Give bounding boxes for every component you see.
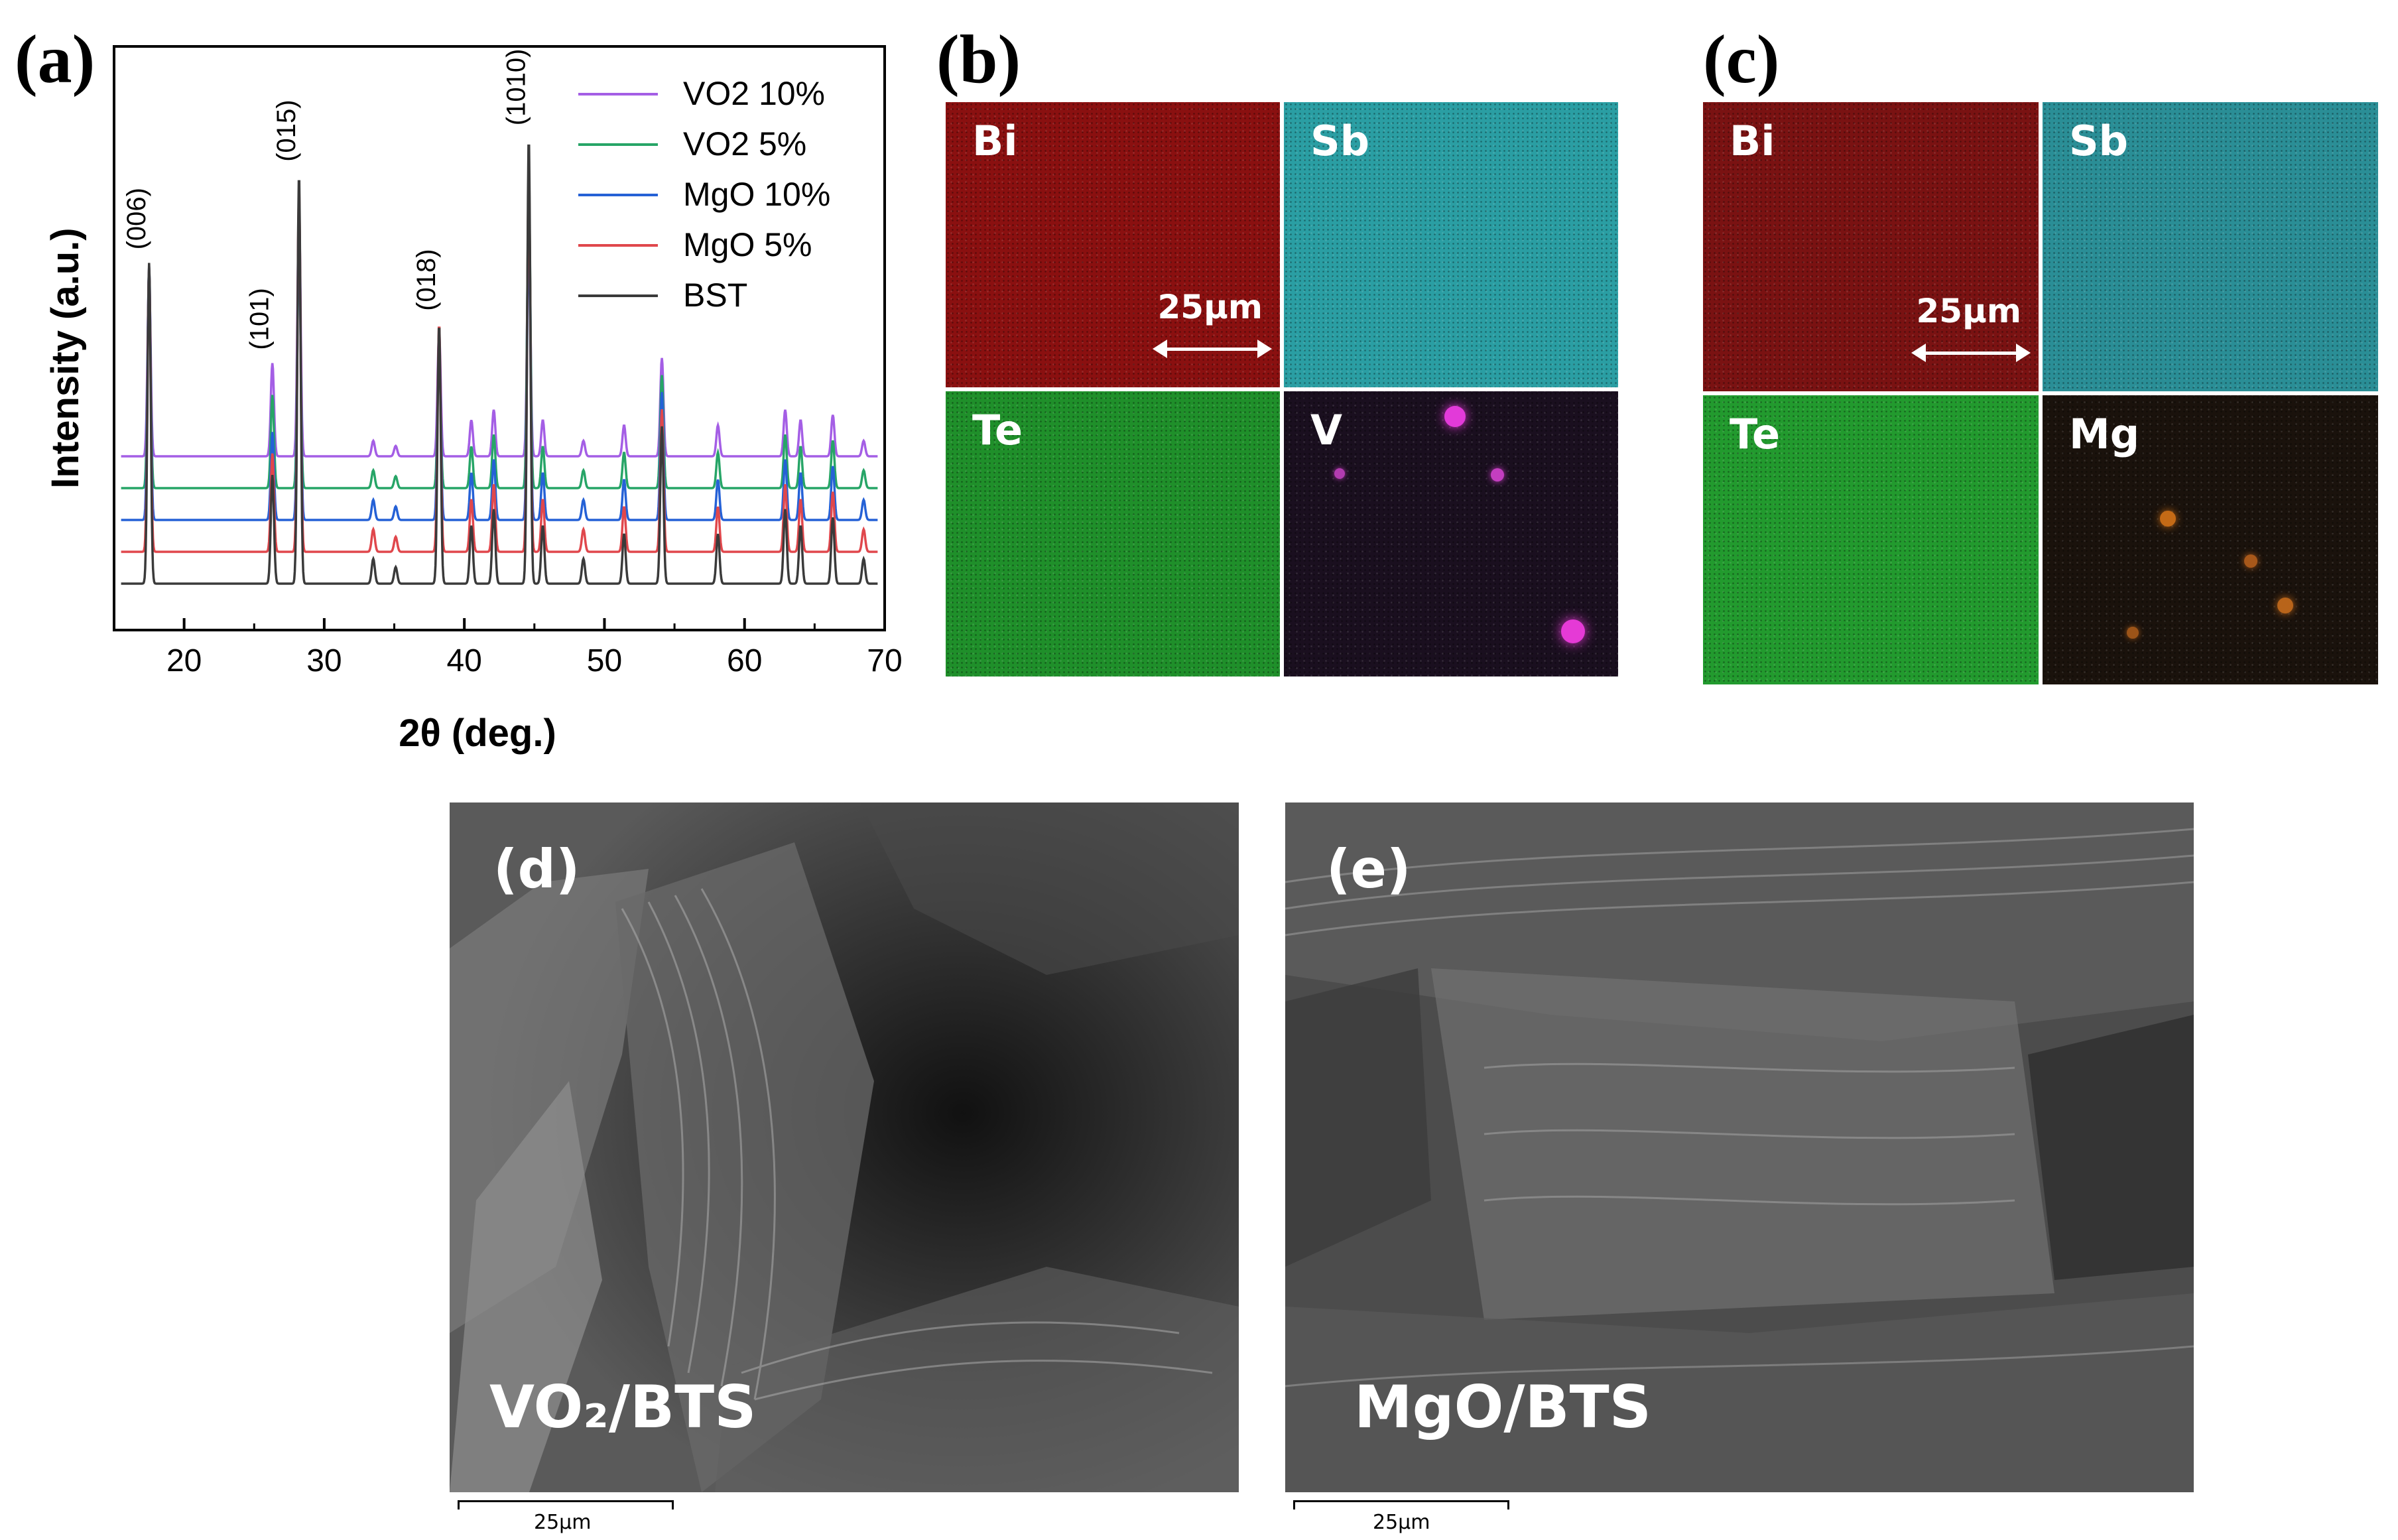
legend-label-0: VO2 10% (683, 75, 825, 112)
sem-scale-text-e: 25μm (1373, 1511, 1430, 1534)
xrd-chart: 20 30 40 50 60 70 (006)(101)(015)(018)(1010) … (44, 45, 903, 755)
sem-scale-tick-d-left (458, 1500, 460, 1509)
peak-label-0: (006) (122, 188, 151, 249)
peak-label-1: (101) (245, 288, 275, 350)
eds-b-map-sb: Sb (1284, 102, 1618, 387)
eds-b-map-label-v: V (1310, 406, 1342, 454)
eds-c-map-bi: Bi 25μm (1703, 102, 2039, 391)
eds-c-map-hotspot-0 (2160, 511, 2177, 527)
eds-c-map-label-bi: Bi (1730, 117, 1775, 165)
series-line-4 (121, 144, 878, 585)
peak-label-3: (018) (412, 249, 441, 310)
eds-c-map-hotspot-1 (2243, 554, 2257, 568)
panel-label-b: (b) (936, 21, 1021, 97)
legend-label-4: BST (683, 277, 747, 314)
eds-b-map-hotspot-2 (1561, 619, 1586, 643)
sem-scale-tick-d-right (672, 1500, 674, 1509)
x-tick-label-0: 20 (166, 643, 202, 678)
sem-panel-letter-d: (d) (493, 838, 580, 900)
sem-scale-tick-e-left (1293, 1500, 1295, 1509)
series-line-3 (121, 173, 878, 553)
eds-b-map-label-te: Te (972, 406, 1023, 454)
eds-c-scalebar-arrowhead-right (2016, 344, 2031, 362)
sem-image-e: (e) MgO/BTS (1285, 802, 2194, 1492)
eds-b-scalebar-arrowhead-right (1257, 340, 1272, 358)
y-axis-label: Intensity (a.u.) (44, 227, 87, 488)
eds-c-map-sb: Sb (2043, 102, 2378, 391)
sem-panel-letter-e: (e) (1326, 838, 1411, 900)
legend-label-1: VO2 5% (683, 125, 806, 162)
plot-frame (113, 45, 886, 631)
sem-scale-line-e (1293, 1500, 1509, 1502)
x-axis-label: 2θ (deg.) (399, 712, 556, 755)
peak-label-4: (1010) (501, 49, 531, 126)
legend-label-3: MgO 5% (683, 226, 812, 263)
x-tick-label-5: 70 (867, 643, 902, 678)
eds-b-map-te: Te (946, 391, 1280, 676)
eds-c-map-label-mg: Mg (2069, 410, 2140, 458)
series-line-1 (121, 186, 878, 489)
sem-texture-e (1285, 802, 2194, 1492)
x-tick-label-3: 50 (587, 643, 622, 678)
panel-label-c: (c) (1703, 21, 1780, 97)
sem-texture-d (450, 802, 1239, 1492)
eds-c-scalebar-text: 25μm (1916, 292, 2021, 330)
eds-b-map-label-bi: Bi (972, 117, 1018, 165)
sem-caption-e: MgO/BTS (1354, 1373, 1651, 1441)
legend-label-2: MgO 10% (683, 176, 830, 213)
x-tick-label-1: 30 (306, 643, 342, 678)
panel-label-a: (a) (15, 21, 95, 97)
eds-b-map-bi: Bi 25μm (946, 102, 1280, 387)
eds-c-scalebar-arrowhead-left (1911, 344, 1926, 362)
eds-b-scalebar-arrowhead-left (1153, 340, 1167, 358)
eds-b-map-hotspot-3 (1334, 468, 1345, 480)
eds-c-map-hotspot-3 (2126, 626, 2139, 639)
sem-scale-text-d: 25μm (534, 1511, 592, 1534)
eds-b-map-v: V (1284, 391, 1618, 676)
peak-label-2: (015) (272, 99, 301, 161)
eds-c-scalebar-arrow (1919, 352, 2019, 355)
eds-c-map-label-sb: Sb (2069, 117, 2129, 165)
eds-c-map-label-te: Te (1730, 410, 1781, 458)
eds-c-map-te: Te (1703, 395, 2039, 684)
eds-c-map-mg: Mg (2043, 395, 2378, 684)
x-tick-label-4: 60 (727, 643, 762, 678)
sem-scale-tick-e-right (1507, 1500, 1509, 1509)
sem-scale-line-d (458, 1500, 673, 1502)
series-line-0 (121, 210, 878, 458)
sem-image-d: (d) VO₂/BTS (450, 802, 1239, 1492)
eds-b-map-hotspot-1 (1491, 468, 1505, 482)
eds-b-scalebar-text: 25μm (1157, 288, 1263, 326)
eds-b-map-hotspot-0 (1444, 405, 1466, 427)
x-tick-label-2: 40 (446, 643, 481, 678)
eds-b-map-label-sb: Sb (1310, 117, 1370, 165)
sem-caption-d: VO₂/BTS (489, 1373, 757, 1441)
series-line-2 (121, 223, 878, 521)
eds-c-map-hotspot-2 (2277, 598, 2294, 614)
eds-b-scalebar-arrow (1161, 348, 1260, 351)
